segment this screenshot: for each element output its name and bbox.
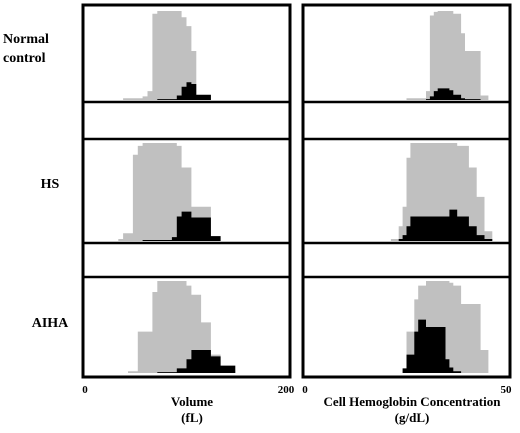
histogram-total-p1-r0 — [406, 11, 489, 100]
histogram-subpopulation-p0-r1 — [118, 211, 221, 241]
row-label-2-0: AIHA — [32, 316, 69, 331]
histogram-subpopulation-p0-r0 — [123, 82, 211, 100]
histogram-subpopulation-p0-r2 — [128, 350, 236, 373]
histogram-subpopulation-p1-r1 — [390, 209, 493, 241]
row-label-0-1: control — [3, 51, 46, 66]
x-tick-label-min-1: 0 — [302, 384, 308, 396]
x-axis-label-0-1: (fL) — [181, 410, 203, 425]
row-label-1-0: HS — [41, 177, 60, 192]
histogram-subpopulation-p1-r0 — [406, 88, 489, 100]
histogram-total-p0-r0 — [123, 11, 211, 100]
panel-frame-0 — [81, 3, 292, 379]
panel-frame-1 — [301, 3, 512, 379]
x-axis-label-1-1: (g/dL) — [395, 410, 430, 425]
x-tick-label-max-0: 200 — [278, 384, 295, 396]
x-axis-label-1-0: Cell Hemoglobin Concentration — [324, 394, 502, 409]
x-tick-label-max-1: 50 — [501, 384, 513, 396]
x-tick-label-min-0: 0 — [82, 384, 88, 396]
row-label-0-0: Normal — [3, 32, 49, 47]
x-axis-label-0-0: Volume — [171, 394, 213, 409]
histogram-subpopulation-p1-r2 — [402, 319, 489, 373]
histogram-total-p0-r1 — [118, 143, 221, 241]
